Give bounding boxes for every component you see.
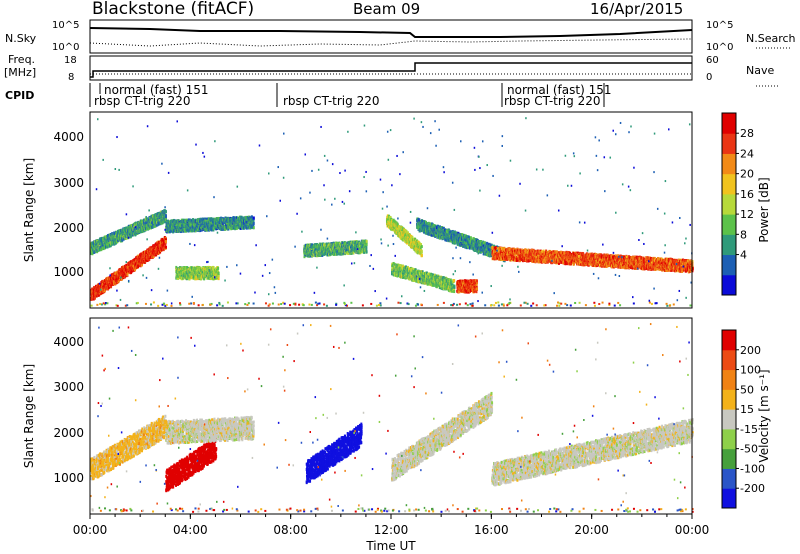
power-cell	[165, 214, 167, 217]
power-cell	[165, 246, 167, 249]
power-cell	[165, 240, 167, 243]
power-cell	[165, 210, 167, 213]
radar-summary-plot: Blackstone (fitACF) Beam 09 16/Apr/2015 …	[0, 0, 800, 554]
data-layer	[90, 117, 694, 513]
